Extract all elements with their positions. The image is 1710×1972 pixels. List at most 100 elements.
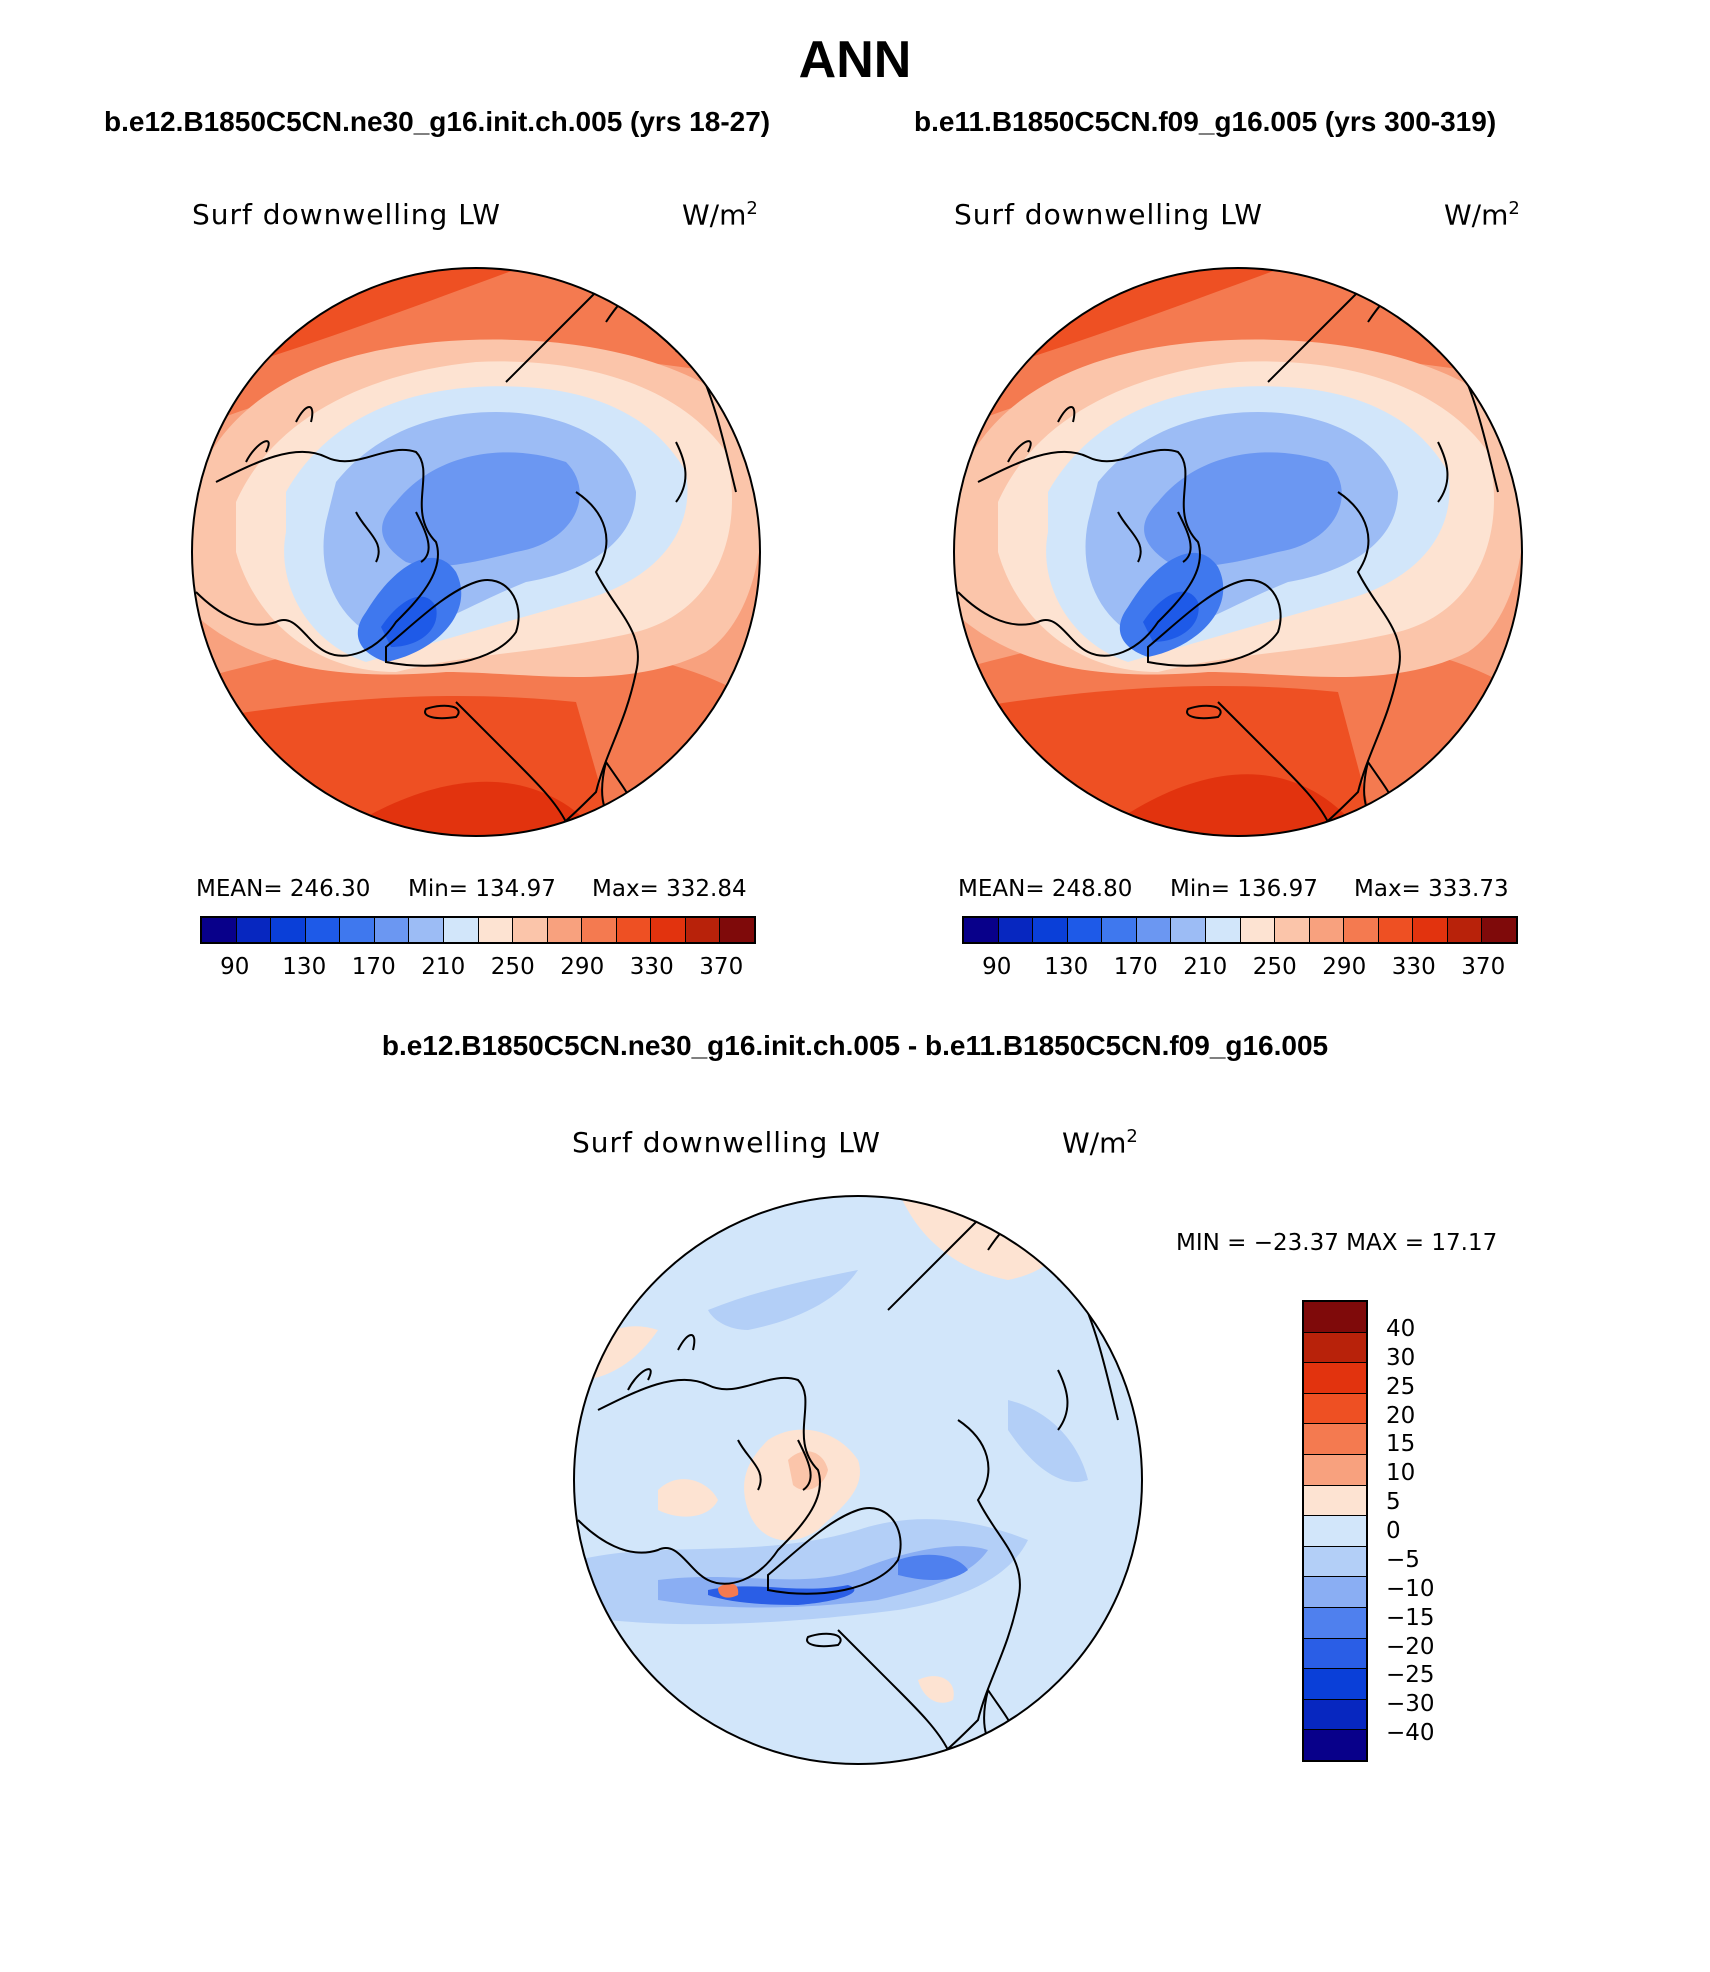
right-colorbar-ticks: 90 130 170 210 250 290 330 370 (962, 954, 1518, 984)
left-min-stat: Min= 134.97 (408, 876, 556, 902)
colorbar-swatch (1240, 918, 1276, 942)
colorbar-tick-label: 90 (220, 954, 250, 980)
colorbar-tick-label: −25 (1386, 1662, 1435, 1689)
left-variable-label: Surf downwelling LW (192, 198, 501, 231)
colorbar-swatch (340, 918, 375, 942)
colorbar-swatch (1067, 918, 1103, 942)
right-min-stat: Min= 136.97 (1170, 876, 1318, 902)
colorbar-swatch (1275, 918, 1310, 942)
right-polar-map (953, 267, 1523, 837)
colorbar-swatch (1309, 918, 1345, 942)
right-mean-stat: MEAN= 248.80 (958, 876, 1133, 902)
colorbar-tick-label: 170 (1113, 954, 1158, 980)
colorbar-swatch (1033, 918, 1068, 942)
colorbar-swatch (547, 918, 583, 942)
colorbar-swatch (1304, 1699, 1366, 1731)
colorbar-swatch (1304, 1454, 1366, 1486)
colorbar-tick-label: 0 (1386, 1518, 1401, 1544)
colorbar-swatch (582, 918, 617, 942)
left-mean-stat: MEAN= 246.30 (196, 876, 371, 902)
colorbar-swatch (202, 918, 237, 942)
colorbar-swatch (1102, 918, 1137, 942)
colorbar-swatch (1304, 1424, 1366, 1455)
colorbar-tick-label: 250 (490, 954, 535, 980)
colorbar-swatch (443, 918, 479, 942)
colorbar-tick-label: 130 (282, 954, 327, 980)
colorbar-swatch (271, 918, 306, 942)
right-units-label: W/m2 (1444, 198, 1520, 232)
colorbar-swatch (1304, 1607, 1366, 1639)
colorbar-swatch (720, 918, 754, 942)
colorbar-swatch (478, 918, 514, 942)
difference-title: b.e12.B1850C5CN.ne30_g16.init.ch.005 - b… (381, 1030, 1329, 1061)
diff-variable-label: Surf downwelling LW (572, 1126, 881, 1159)
colorbar-tick-label: 40 (1386, 1315, 1416, 1342)
colorbar-swatch (1304, 1638, 1366, 1670)
left-units-label: W/m2 (682, 198, 758, 232)
colorbar-tick-label: −30 (1386, 1691, 1435, 1718)
diff-colorbar-ticks: 40 30 25 20 15 10 5 0 −5 −10 −15 −20 −25 −30 −40 (1386, 1300, 1446, 1762)
colorbar-swatch (236, 918, 272, 942)
colorbar-swatch (1304, 1485, 1366, 1517)
colorbar-swatch (1304, 1516, 1366, 1547)
colorbar-swatch (1413, 918, 1448, 942)
colorbar-swatch (651, 918, 686, 942)
colorbar-tick-label: 30 (1386, 1344, 1416, 1371)
colorbar-tick-label: 290 (1322, 954, 1367, 980)
left-polar-map (191, 267, 761, 837)
colorbar-tick-label: 25 (1386, 1373, 1416, 1400)
right-colorbar (962, 916, 1518, 944)
colorbar-swatch (1378, 918, 1414, 942)
left-colorbar-ticks: 90 130 170 210 250 290 330 370 (200, 954, 756, 984)
right-variable-label: Surf downwelling LW (954, 198, 1263, 231)
diff-units-label: W/m2 (1062, 1126, 1138, 1160)
colorbar-swatch (305, 918, 341, 942)
colorbar-tick-label: −10 (1386, 1575, 1435, 1602)
colorbar-swatch (1304, 1302, 1366, 1333)
colorbar-swatch (616, 918, 652, 942)
colorbar-tick-label: 370 (1461, 954, 1506, 980)
colorbar-swatch (1482, 918, 1516, 942)
colorbar-tick-label: 130 (1044, 954, 1089, 980)
colorbar-swatch (685, 918, 721, 942)
colorbar-tick-label: 210 (421, 954, 466, 980)
colorbar-swatch (1304, 1669, 1366, 1700)
colorbar-swatch (1304, 1546, 1366, 1578)
colorbar-swatch (1136, 918, 1172, 942)
colorbar-tick-label: −20 (1386, 1633, 1435, 1660)
right-max-stat: Max= 333.73 (1354, 876, 1509, 902)
diff-colorbar (1302, 1300, 1368, 1762)
colorbar-swatch (1304, 1393, 1366, 1425)
colorbar-swatch (1171, 918, 1206, 942)
colorbar-tick-label: 15 (1386, 1431, 1416, 1458)
colorbar-tick-label: 330 (629, 954, 674, 980)
left-colorbar (200, 916, 756, 944)
colorbar-swatch (409, 918, 444, 942)
diff-minmax-stat: MIN = −23.37 MAX = 17.17 (1176, 1230, 1498, 1256)
colorbar-tick-label: −40 (1386, 1720, 1435, 1747)
colorbar-swatch (1344, 918, 1379, 942)
colorbar-tick-label: −15 (1386, 1604, 1435, 1631)
colorbar-tick-label: 170 (351, 954, 396, 980)
colorbar-tick-label: 250 (1252, 954, 1297, 980)
colorbar-tick-label: 370 (699, 954, 744, 980)
colorbar-tick-label: 10 (1386, 1460, 1416, 1487)
left-max-stat: Max= 332.84 (592, 876, 747, 902)
colorbar-tick-label: 5 (1386, 1489, 1401, 1516)
colorbar-swatch (1304, 1332, 1366, 1364)
colorbar-tick-label: 90 (982, 954, 1012, 980)
colorbar-swatch (1205, 918, 1241, 942)
colorbar-swatch (964, 918, 999, 942)
colorbar-tick-label: 330 (1391, 954, 1436, 980)
colorbar-tick-label: 210 (1183, 954, 1228, 980)
colorbar-swatch (1447, 918, 1483, 942)
colorbar-swatch (1304, 1730, 1366, 1760)
colorbar-tick-label: 290 (560, 954, 605, 980)
colorbar-swatch (998, 918, 1034, 942)
figure-title: ANN (798, 31, 912, 89)
right-case-title: b.e11.B1850C5CN.f09_g16.005 (yrs 300-319… (914, 106, 1497, 137)
colorbar-swatch (374, 918, 410, 942)
colorbar-swatch (513, 918, 548, 942)
colorbar-swatch (1304, 1577, 1366, 1608)
left-case-title: b.e12.B1850C5CN.ne30_g16.init.ch.005 (yr… (104, 106, 771, 137)
